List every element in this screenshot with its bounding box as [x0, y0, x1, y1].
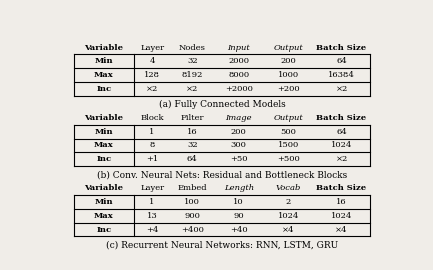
- Text: 8192: 8192: [181, 71, 203, 79]
- Text: 8000: 8000: [228, 71, 249, 79]
- Text: Embed: Embed: [178, 184, 207, 193]
- Text: Batch Size: Batch Size: [317, 43, 367, 52]
- Text: 100: 100: [184, 198, 200, 206]
- Text: ×2: ×2: [186, 85, 198, 93]
- Text: Vocab: Vocab: [276, 184, 301, 193]
- Text: Max: Max: [94, 212, 114, 220]
- Text: Batch Size: Batch Size: [317, 184, 367, 193]
- Text: 64: 64: [187, 155, 197, 163]
- Text: 1024: 1024: [278, 212, 299, 220]
- Text: 32: 32: [187, 57, 197, 65]
- Text: (a) Fully Connected Models: (a) Fully Connected Models: [158, 100, 285, 109]
- Text: 900: 900: [184, 212, 200, 220]
- Text: Max: Max: [94, 141, 114, 150]
- Text: Inc: Inc: [97, 85, 112, 93]
- Text: Inc: Inc: [97, 226, 112, 234]
- Text: 200: 200: [281, 57, 297, 65]
- Text: Max: Max: [94, 71, 114, 79]
- Text: 500: 500: [281, 128, 297, 136]
- Text: 13: 13: [147, 212, 158, 220]
- Text: 1500: 1500: [278, 141, 299, 150]
- Text: 200: 200: [231, 128, 247, 136]
- Text: 16384: 16384: [328, 71, 355, 79]
- Text: +200: +200: [277, 85, 300, 93]
- Text: Variable: Variable: [84, 43, 123, 52]
- Text: ×2: ×2: [335, 155, 348, 163]
- Text: +4: +4: [146, 226, 158, 234]
- Text: 1: 1: [149, 128, 155, 136]
- Text: ×2: ×2: [335, 85, 348, 93]
- Text: 128: 128: [144, 71, 160, 79]
- Text: ×4: ×4: [335, 226, 348, 234]
- Text: Batch Size: Batch Size: [317, 114, 367, 122]
- Text: Inc: Inc: [97, 155, 112, 163]
- Text: 4: 4: [149, 57, 155, 65]
- Text: 32: 32: [187, 141, 197, 150]
- Text: 1024: 1024: [331, 141, 352, 150]
- Text: 1024: 1024: [331, 212, 352, 220]
- Text: 90: 90: [233, 212, 244, 220]
- Text: +400: +400: [181, 226, 204, 234]
- Text: 1: 1: [149, 198, 155, 206]
- Text: Min: Min: [95, 57, 113, 65]
- Text: Min: Min: [95, 198, 113, 206]
- Text: Length: Length: [224, 184, 254, 193]
- Text: (c) Recurrent Neural Networks: RNN, LSTM, GRU: (c) Recurrent Neural Networks: RNN, LSTM…: [106, 241, 338, 249]
- Text: ×4: ×4: [282, 226, 295, 234]
- Text: +1: +1: [146, 155, 158, 163]
- Text: 2000: 2000: [228, 57, 249, 65]
- Text: +2000: +2000: [225, 85, 253, 93]
- Text: Output: Output: [274, 43, 304, 52]
- Text: 16: 16: [187, 128, 197, 136]
- Text: Block: Block: [140, 114, 164, 122]
- Text: ×2: ×2: [146, 85, 158, 93]
- Text: 300: 300: [231, 141, 247, 150]
- Text: Output: Output: [274, 114, 304, 122]
- Text: 2: 2: [286, 198, 291, 206]
- Text: Input: Input: [227, 43, 250, 52]
- Text: 64: 64: [336, 128, 347, 136]
- Text: Variable: Variable: [84, 184, 123, 193]
- Text: Image: Image: [226, 114, 252, 122]
- Text: Layer: Layer: [140, 43, 164, 52]
- Text: +500: +500: [277, 155, 300, 163]
- Text: 1000: 1000: [278, 71, 299, 79]
- Text: 16: 16: [336, 198, 347, 206]
- Text: Min: Min: [95, 128, 113, 136]
- Text: Filter: Filter: [181, 114, 204, 122]
- Text: (b) Conv. Neural Nets: Residual and Bottleneck Blocks: (b) Conv. Neural Nets: Residual and Bott…: [97, 170, 347, 179]
- Text: 8: 8: [149, 141, 155, 150]
- Text: 10: 10: [233, 198, 244, 206]
- Text: Variable: Variable: [84, 114, 123, 122]
- Text: Layer: Layer: [140, 184, 164, 193]
- Text: +40: +40: [230, 226, 248, 234]
- Text: 64: 64: [336, 57, 347, 65]
- Text: Nodes: Nodes: [179, 43, 206, 52]
- Text: +50: +50: [230, 155, 248, 163]
